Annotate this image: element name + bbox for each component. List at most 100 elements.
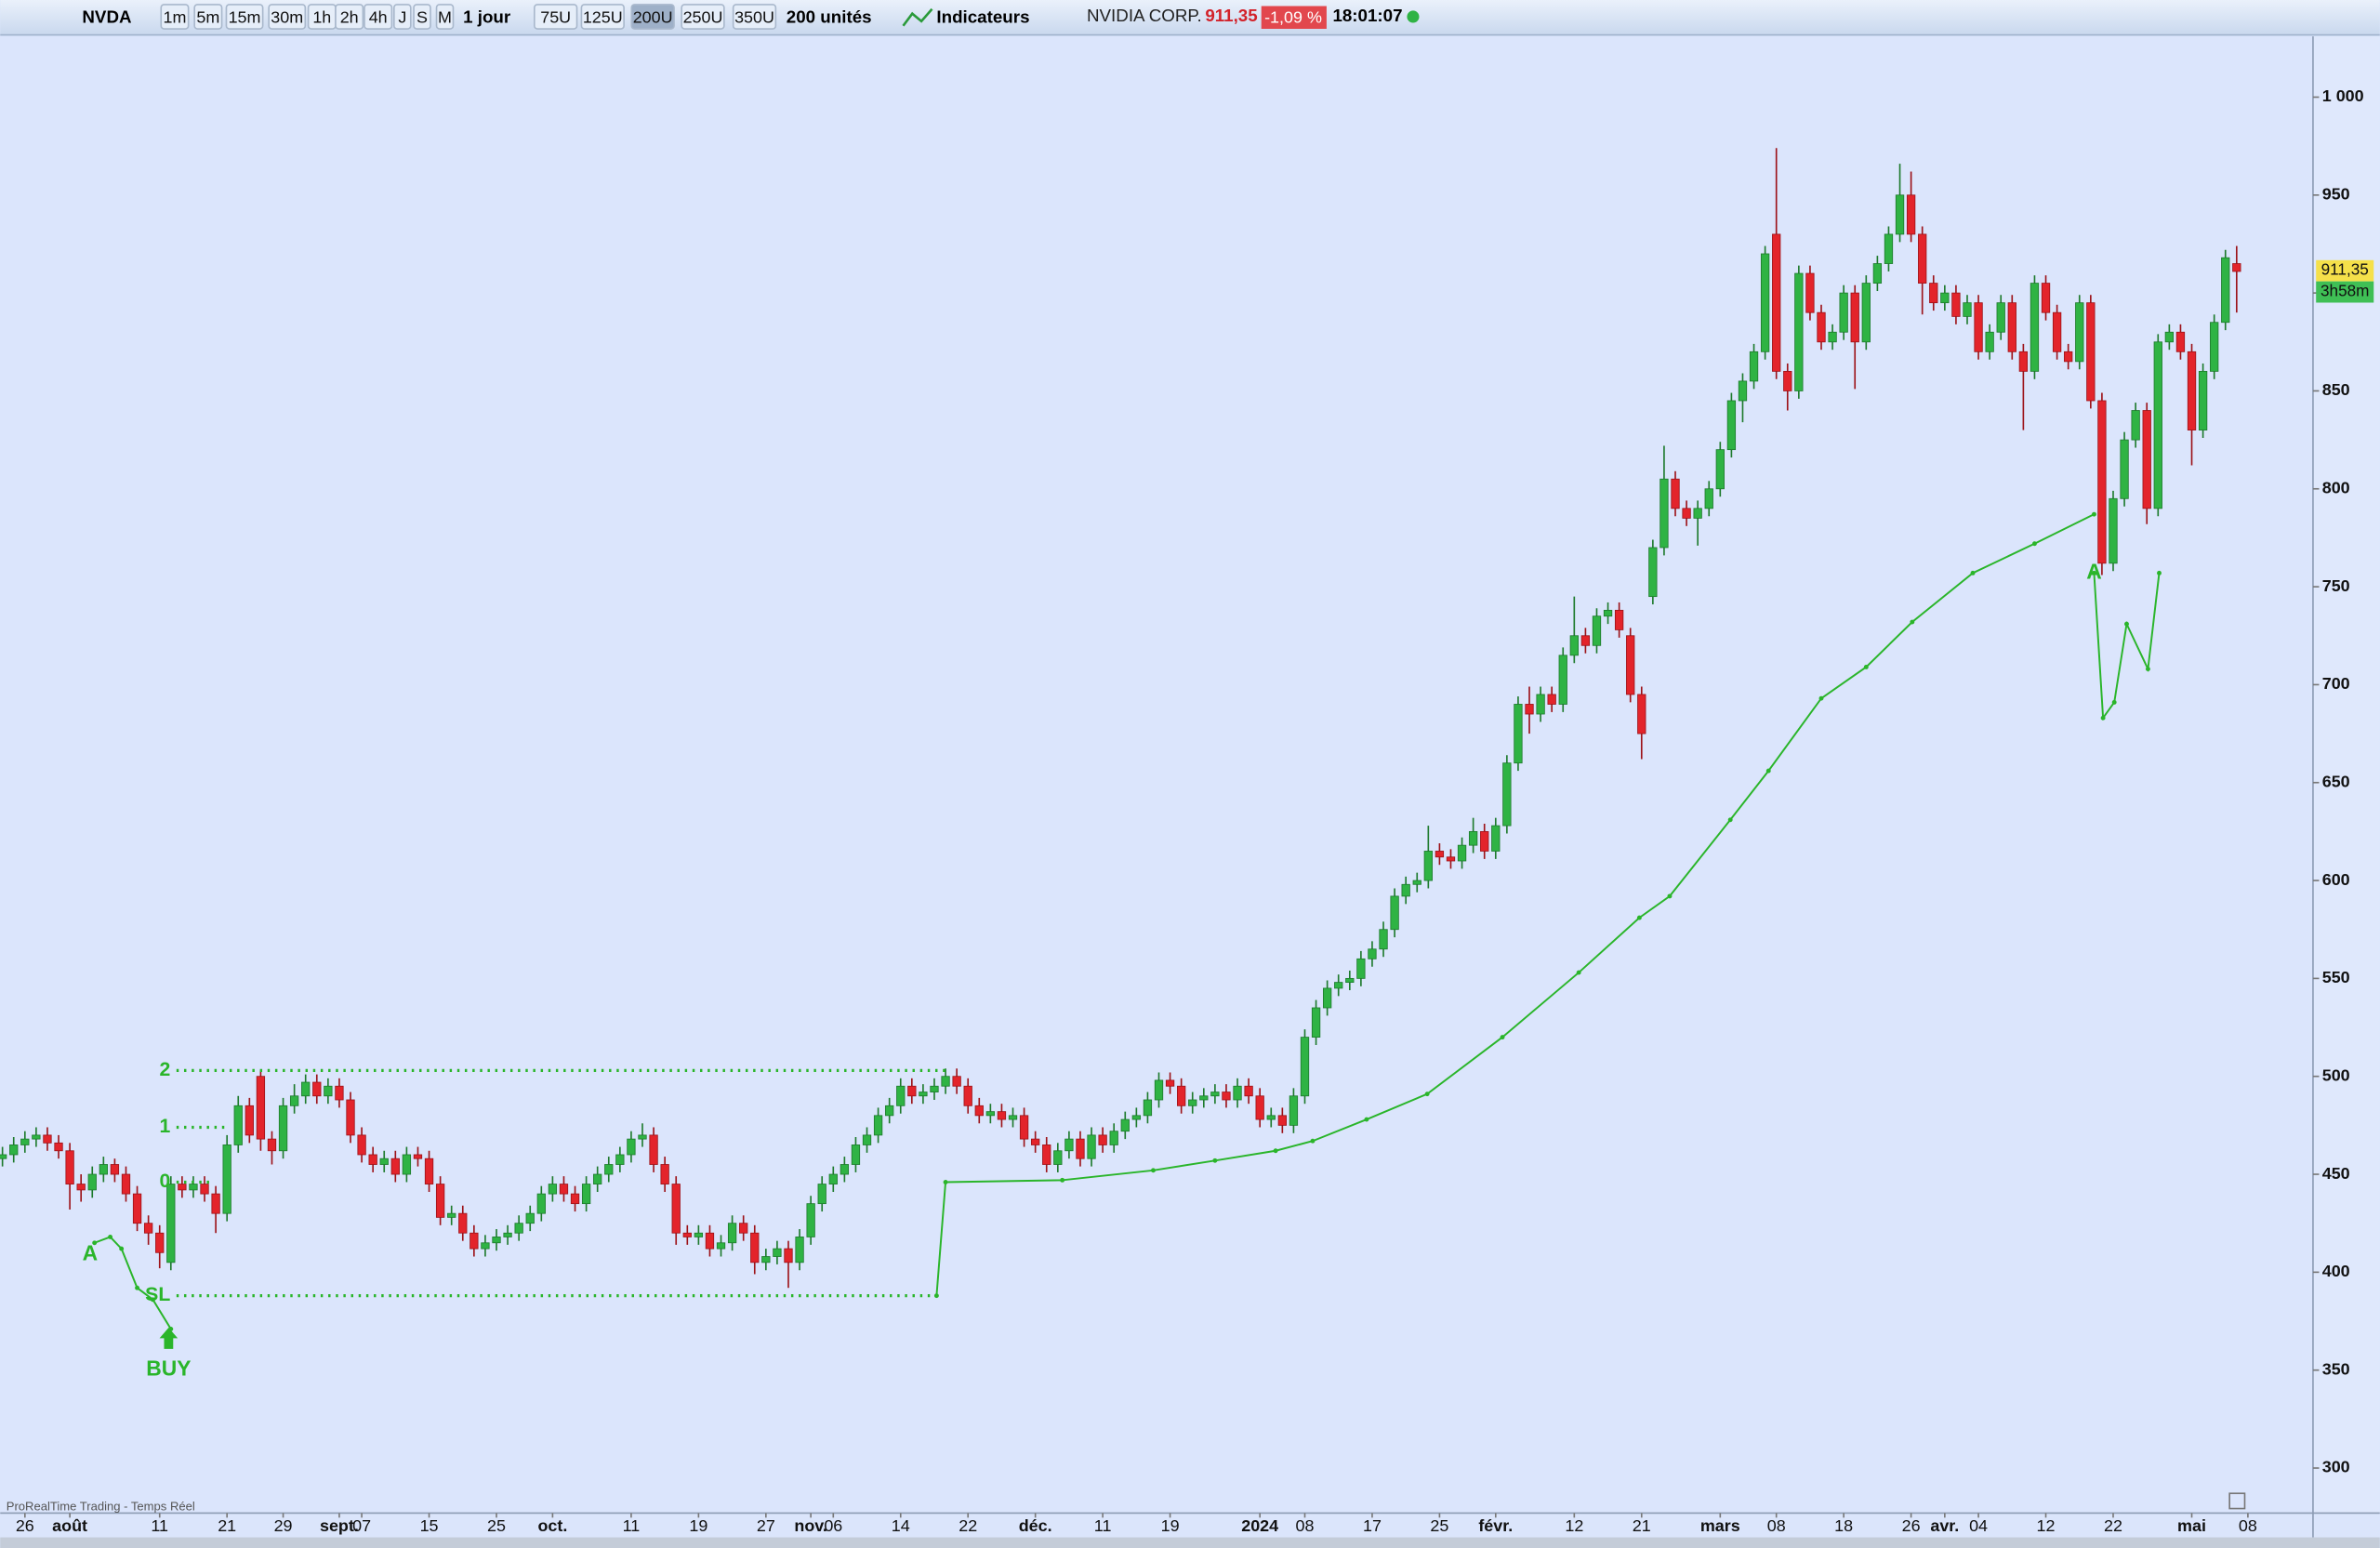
info-icon[interactable] [2228, 1492, 2246, 1510]
timeframe-button-bg[interactable] [268, 4, 307, 30]
timeframe-button-bg[interactable] [393, 4, 412, 30]
annotation: BUY [146, 1356, 191, 1381]
candle-body [1547, 694, 1556, 705]
timeframe-button[interactable]: 15m [229, 7, 261, 26]
candle-body [1177, 1085, 1186, 1106]
candle-body [9, 1144, 19, 1156]
units-button[interactable]: 350U [734, 7, 774, 26]
units-button-bg[interactable] [534, 4, 578, 30]
units-button-bg[interactable] [580, 4, 625, 30]
level-label: 0 [159, 1171, 170, 1192]
candle-body [1996, 302, 2005, 333]
x-tick-label: 29 [274, 1516, 293, 1535]
x-tick-label: 04 [1969, 1516, 1988, 1535]
indicator-dot [2092, 511, 2096, 517]
candle-body [750, 1232, 760, 1264]
timeframe-button-bg[interactable] [335, 4, 364, 30]
candle-body [727, 1223, 737, 1244]
x-tick-label: 12 [2037, 1516, 2056, 1535]
units-button-bg[interactable] [732, 4, 777, 30]
period[interactable]: 1 jour [463, 7, 511, 27]
candle-body [447, 1212, 456, 1218]
timeframe-button[interactable]: 1h [312, 7, 331, 26]
x-tick-label: 2024 [1241, 1516, 1278, 1535]
symbol[interactable]: NVDA [82, 7, 132, 27]
candle-body [1671, 478, 1680, 509]
candle-body [1120, 1118, 1130, 1132]
candle-body [481, 1242, 490, 1250]
indicators[interactable]: Indicateurs [936, 7, 1029, 27]
timeframe-button-bg[interactable] [193, 4, 223, 30]
units-button-bg[interactable] [681, 4, 725, 30]
candle-body [1322, 987, 1332, 1009]
timeframe-button[interactable]: 5m [196, 7, 219, 26]
candle-body [189, 1184, 198, 1191]
candle-body [1884, 233, 1894, 264]
timeframe-button[interactable]: 30m [271, 7, 303, 26]
candle-body [1109, 1131, 1118, 1145]
candle-body [2007, 302, 2016, 352]
candle-body [301, 1081, 311, 1097]
indicator-dot [1500, 1035, 1505, 1040]
candle-body [1334, 982, 1343, 989]
x-tick-label: 21 [218, 1516, 236, 1535]
candle-body [2153, 341, 2162, 509]
indicator-dot [1636, 915, 1642, 920]
candle-body [1974, 302, 1983, 352]
candle-body [1805, 272, 1815, 313]
candle-body [2131, 410, 2140, 441]
candle-body [200, 1184, 209, 1195]
units-button[interactable]: 75U [540, 7, 571, 26]
indicator-dot [2145, 667, 2150, 672]
x-tick-label: 26 [16, 1516, 34, 1535]
candle-body [952, 1076, 961, 1087]
candle-body [166, 1184, 176, 1264]
candle-body [963, 1085, 972, 1106]
indicator-dot [108, 1234, 113, 1239]
timeframe-button-bg[interactable] [364, 4, 393, 30]
candle-body [132, 1193, 142, 1224]
timeframe-button[interactable]: 4h [369, 7, 388, 26]
candle-body [548, 1184, 558, 1195]
timeframe-button[interactable]: S [416, 7, 428, 26]
candle-body [851, 1144, 861, 1165]
candle-body [773, 1248, 782, 1257]
candle-body [1648, 547, 1658, 598]
indicator-icon[interactable] [902, 7, 933, 27]
x-tick-label: 06 [824, 1516, 842, 1535]
plot-area [0, 36, 2313, 1514]
candle-body [828, 1173, 838, 1184]
candle-body [1210, 1092, 1220, 1097]
x-tick-label: 19 [1161, 1516, 1180, 1535]
timeframe-button[interactable]: M [438, 7, 452, 26]
units-button[interactable]: 125U [583, 7, 623, 26]
candle-body [1794, 272, 1804, 391]
candle-body [435, 1184, 445, 1218]
units-button[interactable]: 200U [633, 7, 673, 26]
candle-body [256, 1076, 266, 1140]
timeframe-button[interactable]: J [398, 7, 406, 26]
candle-body [424, 1158, 434, 1184]
units-button-bg[interactable] [630, 4, 675, 30]
x-tick-label: 08 [1767, 1516, 1786, 1535]
timeframe-button-bg[interactable] [413, 4, 431, 30]
units-select[interactable]: 200 unités [787, 7, 872, 27]
units-button[interactable]: 250U [683, 7, 723, 26]
candle-body [907, 1085, 917, 1097]
indicator-dot [1765, 768, 1771, 774]
candle-body [1502, 762, 1512, 827]
candle-body [536, 1193, 546, 1214]
candle-body [1311, 1007, 1321, 1038]
candle-body [245, 1105, 254, 1136]
timeframe-button[interactable]: 1m [163, 7, 186, 26]
candle-body [1738, 380, 1748, 402]
timeframe-button-bg[interactable] [225, 4, 264, 30]
candle-body [324, 1085, 333, 1097]
candle-body [1682, 508, 1691, 519]
timeframe-button-bg[interactable] [160, 4, 190, 30]
candle-body [1637, 694, 1646, 734]
timeframe-button-bg[interactable] [435, 4, 455, 30]
candle-body [1963, 302, 1972, 317]
timeframe-button[interactable]: 2h [340, 7, 359, 26]
y-tick-label: 450 [2322, 1164, 2350, 1183]
